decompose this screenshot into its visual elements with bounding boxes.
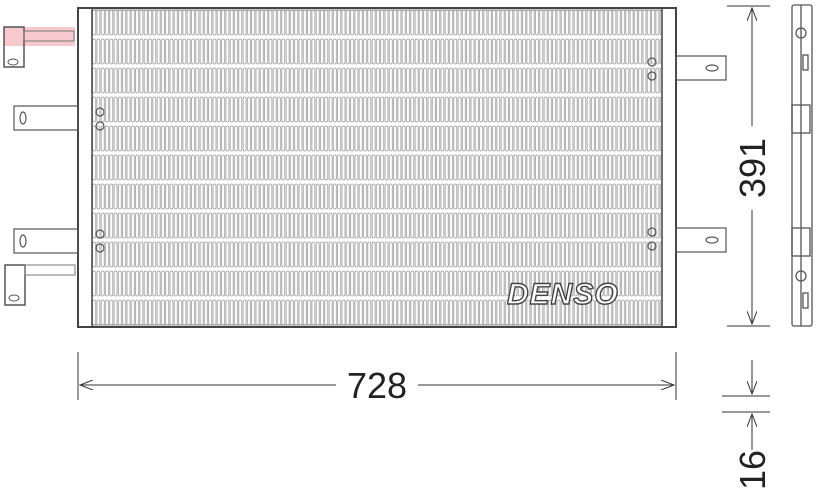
- depth-label: 16: [732, 450, 773, 490]
- depth-dimension: 16: [722, 360, 773, 490]
- condenser-side-view: [791, 4, 813, 327]
- right-brackets: [647, 55, 727, 253]
- fin-core: [91, 9, 663, 326]
- inlet-pipe-highlighted: [3, 26, 75, 68]
- width-dimension: 728: [77, 352, 677, 406]
- condenser-front-view: DENSO: [3, 7, 727, 328]
- outlet-pipe: [4, 264, 76, 306]
- height-dimension: 391: [727, 5, 773, 327]
- brand-logo: DENSO: [507, 278, 619, 311]
- width-label: 728: [347, 365, 407, 406]
- left-brackets: [13, 105, 105, 254]
- height-label: 391: [732, 138, 773, 198]
